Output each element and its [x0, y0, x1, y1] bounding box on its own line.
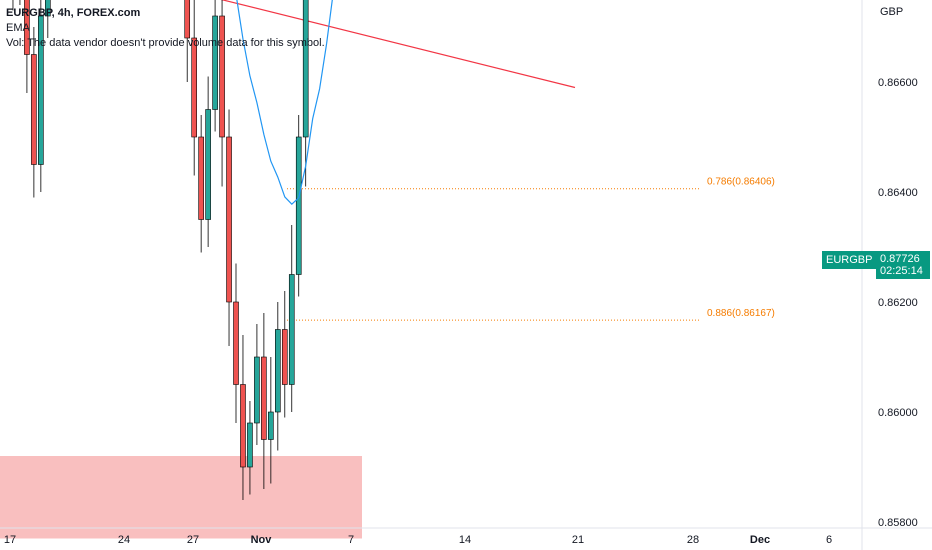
- candle-body: [233, 301, 239, 385]
- price-tick: 0.86600: [878, 77, 918, 89]
- candle-body: [275, 329, 281, 413]
- candle-body: [288, 274, 295, 385]
- price-tick: 0.86200: [878, 297, 918, 309]
- candle-body: [302, 0, 309, 138]
- price-tick: 0.86000: [878, 407, 918, 419]
- candle-body: [261, 356, 267, 440]
- price-axis-currency: GBP: [880, 6, 903, 18]
- time-tick: 14: [459, 534, 471, 546]
- candle-body: [247, 422, 253, 468]
- time-tick: 7: [348, 534, 354, 546]
- price-tick: 0.85800: [878, 517, 918, 529]
- candle-body: [254, 356, 260, 424]
- last-price-box: 0.87726 02:25:14: [876, 251, 930, 279]
- candle-body: [295, 136, 302, 275]
- legend-title: EURGBP, 4h, FOREX.com: [6, 7, 141, 19]
- candle-body: [184, 0, 191, 39]
- chart-legend: EURGBP, 4h, FOREX.com EMA Vol: The data …: [6, 6, 325, 51]
- time-tick: 17: [4, 534, 16, 546]
- legend-indicator[interactable]: EMA: [6, 22, 30, 34]
- candle-body: [45, 0, 51, 17]
- legend-volume-note: Vol: The data vendor doesn't provide vol…: [6, 37, 325, 49]
- candle-body: [198, 136, 204, 220]
- time-tick: 27: [187, 534, 199, 546]
- candle-body: [212, 15, 218, 110]
- bar-countdown: 02:25:14: [880, 265, 923, 277]
- candle-body: [24, 0, 30, 55]
- time-tick: 21: [572, 534, 584, 546]
- time-tick: 6: [826, 534, 832, 546]
- time-tick: 24: [118, 534, 130, 546]
- candle-body: [226, 136, 232, 303]
- trend-line: [220, 0, 576, 89]
- candle-body: [38, 15, 44, 165]
- candle-body: [205, 109, 211, 220]
- fib-label-0.786: 0.786(0.86406): [707, 177, 775, 188]
- price-tick: 0.86400: [878, 187, 918, 199]
- candle-body: [281, 329, 288, 385]
- candle-body: [268, 411, 274, 440]
- candle-body: [31, 54, 37, 165]
- time-tick: Nov: [251, 534, 273, 546]
- candle-body: [219, 15, 225, 138]
- low-zone: [0, 456, 362, 539]
- candle-body: [240, 384, 246, 468]
- last-price: 0.87726: [880, 253, 920, 265]
- symbol-tag: EURGBP: [822, 251, 877, 269]
- fib-label-0.886: 0.886(0.86167): [707, 308, 775, 319]
- time-tick: Dec: [750, 534, 770, 546]
- time-tick: 28: [687, 534, 699, 546]
- candle-body: [191, 37, 197, 138]
